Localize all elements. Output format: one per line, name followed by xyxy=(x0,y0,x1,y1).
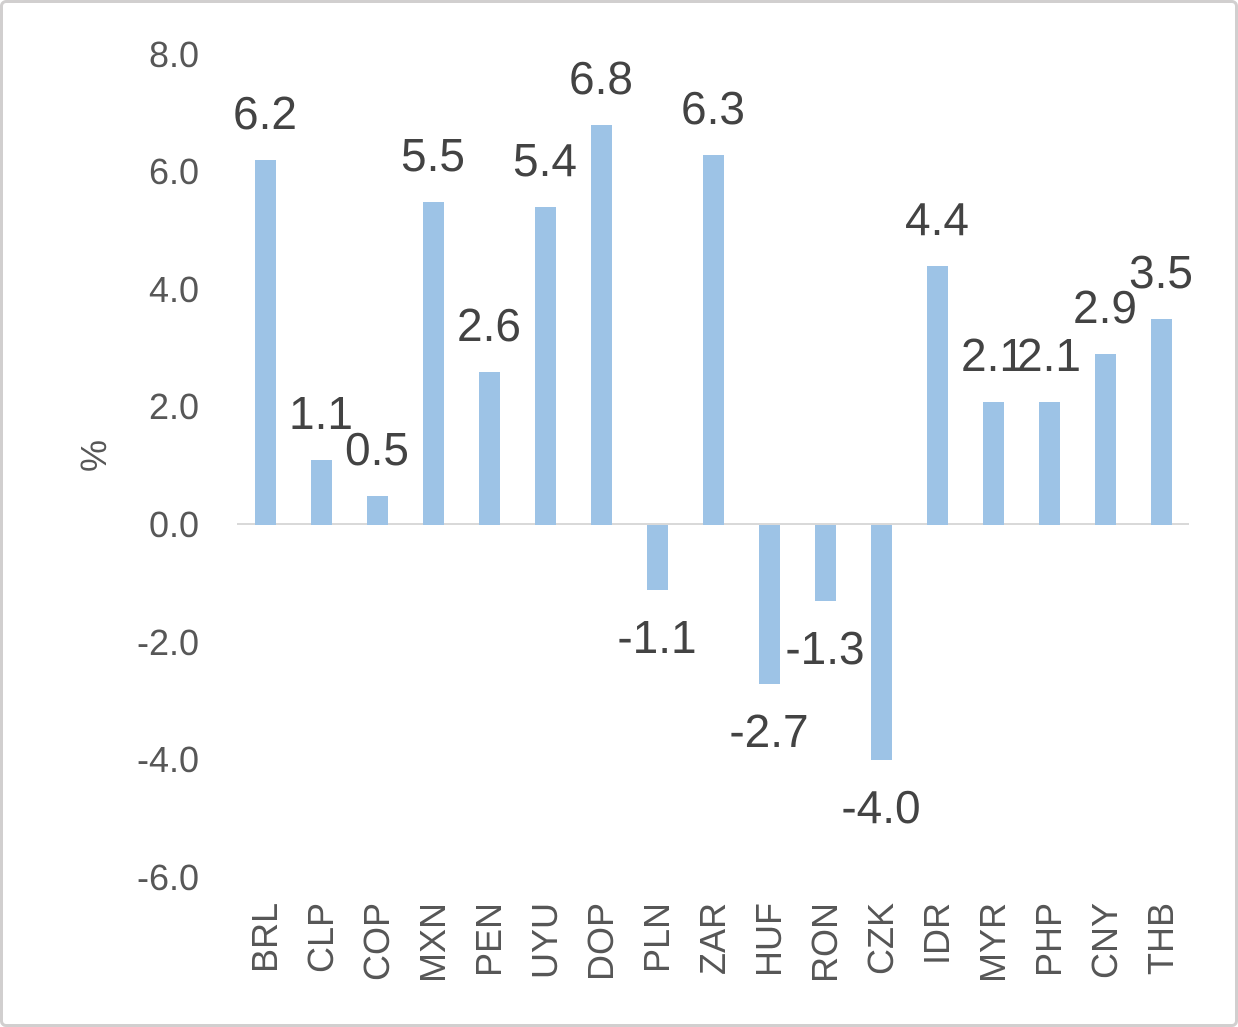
category-label-THB: THB xyxy=(1140,903,1181,975)
bar-MYR xyxy=(982,401,1004,525)
value-label-CNY: 2.9 xyxy=(1073,281,1137,334)
category-label-HUF: HUF xyxy=(748,903,789,977)
value-label-UYU: 5.4 xyxy=(513,134,577,187)
category-label-IDR: IDR xyxy=(916,903,957,965)
y-tick--6.0: -6.0 xyxy=(136,856,199,898)
bar-MXN xyxy=(422,201,444,525)
category-label-UYU: UYU xyxy=(524,903,565,980)
bar-THB xyxy=(1150,319,1172,525)
value-label-CZK: -4.0 xyxy=(841,781,921,834)
value-label-MXN: 5.5 xyxy=(401,128,465,181)
y-tick-0.0: 0.0 xyxy=(148,504,199,545)
bar-HUF xyxy=(758,525,780,684)
bar-DOP xyxy=(590,125,612,525)
category-label-MYR: MYR xyxy=(972,903,1013,983)
y-tick-6.0: 6.0 xyxy=(148,151,199,193)
category-label-BRL: BRL xyxy=(244,903,285,974)
category-label-PLN: PLN xyxy=(636,903,677,974)
value-label-PLN: -1.1 xyxy=(617,610,697,663)
value-label-ZAR: 6.3 xyxy=(681,81,745,134)
value-label-PHP: 2.1 xyxy=(1017,328,1081,381)
bar-IDR xyxy=(926,266,948,525)
category-label-COP: COP xyxy=(356,903,397,982)
value-label-DOP: 6.8 xyxy=(569,52,633,105)
value-label-RON: -1.3 xyxy=(785,622,865,675)
y-tick-2.0: 2.0 xyxy=(148,386,199,428)
bar-COP xyxy=(366,495,388,525)
category-label-ZAR: ZAR xyxy=(692,903,733,975)
category-label-CNY: CNY xyxy=(1084,903,1125,980)
bar-RON xyxy=(814,525,836,602)
value-label-MYR: 2.1 xyxy=(961,328,1025,381)
value-label-PEN: 2.6 xyxy=(457,299,521,352)
category-label-RON: RON xyxy=(804,903,845,983)
category-label-PHP: PHP xyxy=(1028,903,1069,978)
value-label-COP: 0.5 xyxy=(345,422,409,475)
bar-ZAR xyxy=(702,154,724,525)
category-label-DOP: DOP xyxy=(580,903,621,982)
y-tick-4.0: 4.0 xyxy=(148,268,199,310)
y-tick-8.0: 8.0 xyxy=(148,33,199,75)
category-label-MXN: MXN xyxy=(412,903,453,983)
category-label-PEN: PEN xyxy=(468,903,509,978)
value-label-BRL: 6.2 xyxy=(233,87,297,140)
bar-CZK xyxy=(870,525,892,761)
bar-CNY xyxy=(1094,354,1116,525)
bar-PEN xyxy=(478,372,500,525)
value-label-IDR: 4.4 xyxy=(905,193,969,246)
value-label-CLP: 1.1 xyxy=(289,387,353,440)
value-label-HUF: -2.7 xyxy=(729,704,809,757)
y-tick--2.0: -2.0 xyxy=(136,621,199,663)
bar-PHP xyxy=(1038,401,1060,525)
value-label-THB: 3.5 xyxy=(1129,246,1193,299)
y-tick--4.0: -4.0 xyxy=(136,739,199,781)
category-label-CZK: CZK xyxy=(860,903,901,975)
bar-PLN xyxy=(646,525,668,590)
category-label-CLP: CLP xyxy=(300,903,341,974)
bar-CLP xyxy=(310,460,332,525)
bar-BRL xyxy=(254,160,276,525)
bar-UYU xyxy=(534,207,556,525)
